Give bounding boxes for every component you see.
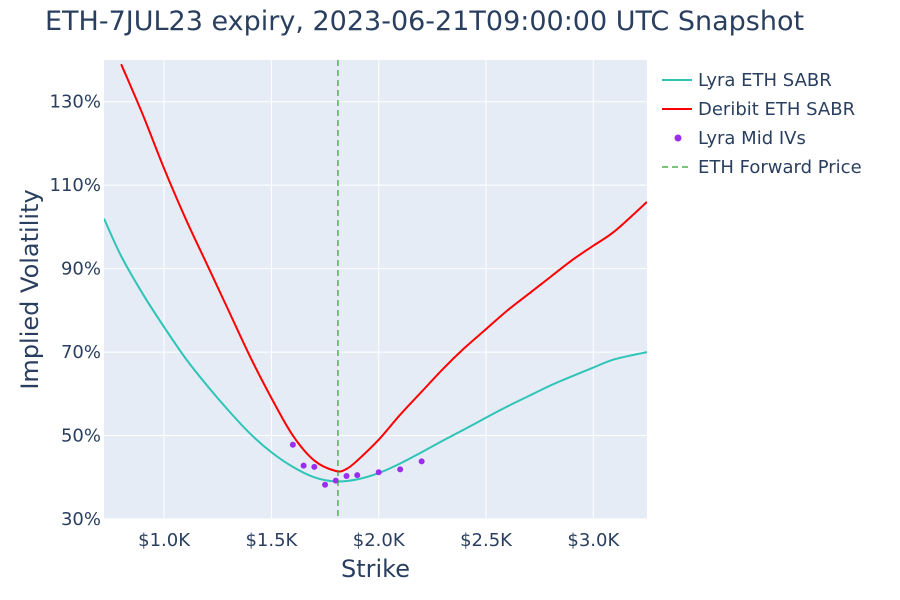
legend-label: Lyra Mid IVs xyxy=(698,128,806,149)
data-point-lyra-mid-ivs xyxy=(311,463,318,470)
legend-label: ETH Forward Price xyxy=(698,157,862,178)
x-axis-ticks: $1.0K $1.5K $2.0K $2.5K $3.0K xyxy=(138,530,620,551)
legend-label: Deribit ETH SABR xyxy=(698,99,855,120)
y-tick-label: 50% xyxy=(61,426,101,447)
data-point-lyra-mid-ivs xyxy=(343,473,350,480)
y-tick-label: 130% xyxy=(50,92,101,113)
legend-item-deribit-eth-sabr: Deribit ETH SABR xyxy=(662,99,855,120)
data-point-lyra-mid-ivs xyxy=(375,469,382,476)
x-tick-label: $3.0K xyxy=(567,530,620,551)
data-point-lyra-mid-ivs xyxy=(289,441,296,448)
legend-item-eth-forward-price: ETH Forward Price xyxy=(662,157,862,178)
x-tick-label: $2.0K xyxy=(353,530,406,551)
series-line-lyra-eth-sabr xyxy=(104,218,647,483)
y-tick-label: 110% xyxy=(50,175,101,196)
legend: Lyra ETH SABR Deribit ETH SABR Lyra Mid IV… xyxy=(662,70,862,178)
legend-item-lyra-eth-sabr: Lyra ETH SABR xyxy=(662,70,832,91)
data-point-lyra-mid-ivs xyxy=(322,481,329,488)
y-axis-title: Implied Volatility xyxy=(16,189,44,389)
legend-label: Lyra ETH SABR xyxy=(698,70,832,91)
legend-marker xyxy=(674,134,682,142)
grid xyxy=(104,60,647,520)
data-point-lyra-mid-ivs xyxy=(397,466,404,473)
legend-item-lyra-mid-ivs: Lyra Mid IVs xyxy=(674,128,806,149)
x-tick-label: $2.5K xyxy=(460,530,513,551)
series-layer xyxy=(104,60,647,519)
series-line-deribit-eth-sabr xyxy=(120,63,647,473)
plot-area xyxy=(104,60,647,519)
x-axis-title: Strike xyxy=(341,555,410,583)
y-tick-label: 90% xyxy=(61,259,101,280)
data-point-lyra-mid-ivs xyxy=(354,472,361,479)
y-tick-label: 30% xyxy=(61,509,101,530)
data-point-lyra-mid-ivs xyxy=(332,477,339,484)
x-tick-label: $1.5K xyxy=(245,530,298,551)
y-axis-ticks: 30% 50% 70% 90% 110% 130% xyxy=(50,92,101,530)
chart-title: ETH-7JUL23 expiry, 2023-06-21T09:00:00 U… xyxy=(45,6,804,37)
data-point-lyra-mid-ivs xyxy=(418,458,425,465)
x-tick-label: $1.0K xyxy=(138,530,191,551)
y-tick-label: 70% xyxy=(61,342,101,363)
data-point-lyra-mid-ivs xyxy=(300,462,307,469)
